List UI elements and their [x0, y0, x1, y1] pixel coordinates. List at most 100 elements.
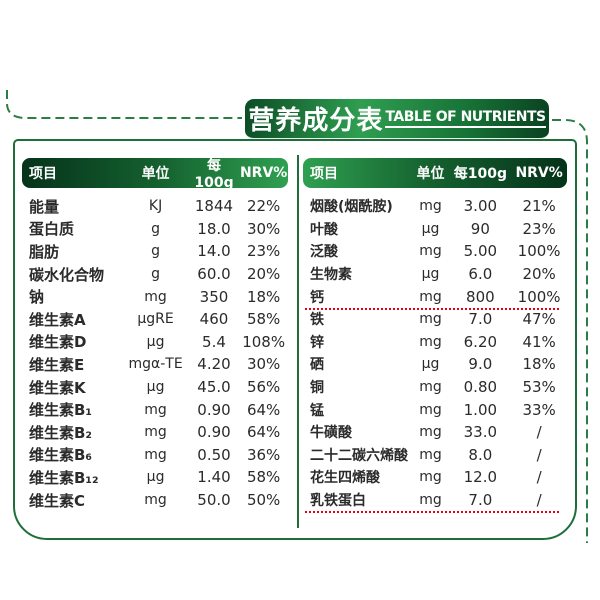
- nutrient-value: 5.4: [202, 332, 226, 351]
- nutrient-value: 45.0: [197, 378, 231, 397]
- nutrient-unit: μg: [146, 469, 165, 486]
- nutrient-nrv: 20%: [246, 265, 281, 284]
- nutrient-value: 7.0: [468, 310, 493, 329]
- nutrient-nrv: /: [536, 423, 542, 442]
- column-header-unit: 单位: [416, 166, 445, 182]
- nutrient-unit: mg: [419, 424, 442, 441]
- nutrient-row: 维生素B₆ mg 0.50 36%: [22, 444, 288, 467]
- nutrient-nrv: 100%: [517, 242, 561, 261]
- nutrient-row: 烟酸(烟酰胺) mg 3.00 21%: [303, 195, 567, 218]
- nutrient-unit: mg: [419, 243, 442, 260]
- nutrient-nrv: 33%: [522, 400, 556, 419]
- nutrient-row: 蛋白质 g 18.0 30%: [22, 218, 288, 241]
- nutrient-name: 维生素B₂: [29, 423, 93, 442]
- nutrient-row: 硒 μg 9.0 18%: [303, 353, 567, 376]
- dashed-connector-left: [6, 90, 242, 119]
- nutrient-nrv: 30%: [246, 219, 281, 238]
- nutrient-unit: mg: [419, 198, 442, 215]
- nutrient-value: 0.90: [197, 423, 231, 442]
- nutrient-name: 脂肪: [29, 242, 60, 261]
- nutrient-row: 牛磺酸 mg 33.0 /: [303, 421, 567, 444]
- nutrient-name: 钙: [310, 289, 324, 306]
- nutrient-value: 7.0: [468, 491, 493, 510]
- nutrient-unit: mg: [144, 492, 167, 509]
- nutrient-nrv: 100%: [517, 287, 561, 306]
- table-title-banner: 营养成分表 TABLE OF NUTRIENTS: [245, 99, 549, 140]
- column-header-item: 项目: [310, 166, 338, 182]
- nutrient-row: 维生素K μg 45.0 56%: [22, 376, 288, 399]
- nutrient-name: 叶酸: [310, 221, 338, 238]
- nutrient-value: 3.00: [463, 197, 498, 216]
- nutrient-name: 硒: [310, 357, 324, 374]
- nutrient-name: 二十二碳六烯酸: [310, 447, 408, 464]
- nutrient-row: 维生素B₁₂ μg 1.40 58%: [22, 466, 288, 489]
- nutrient-nrv: 30%: [246, 355, 281, 374]
- nutrient-row: 花生四烯酸 mg 12.0 /: [303, 466, 567, 489]
- nutrient-unit: mgα-TE: [128, 356, 183, 373]
- column-header-per100g: 每100g: [453, 166, 507, 182]
- column-header-unit: 单位: [141, 166, 170, 182]
- nutrient-row: 维生素C mg 50.0 50%: [22, 489, 288, 512]
- nutrient-name: 维生素B₁₂: [29, 468, 99, 487]
- nutrient-nrv: /: [536, 468, 542, 487]
- title-en: TABLE OF NUTRIENTS: [385, 109, 546, 128]
- table-rows-right: 烟酸(烟酰胺) mg 3.00 21% 叶酸 μg 90 23% 泛酸 mg 5.00 100% 生物素…: [303, 195, 567, 513]
- nutrient-nrv: 41%: [522, 332, 556, 351]
- nutrient-unit: mg: [144, 424, 167, 441]
- nutrient-value: 9.0: [468, 355, 493, 374]
- nutrition-panel: 项目 单位 每100g NRV% 能量 KJ 1844 22% 蛋白质 g 18.0 30% 脂…: [13, 139, 577, 540]
- nutrient-nrv: 47%: [522, 310, 556, 329]
- nutrient-value: 460: [199, 310, 229, 329]
- column-header-item: 项目: [29, 166, 57, 182]
- nutrient-value: 60.0: [197, 265, 231, 284]
- nutrient-nrv: 50%: [246, 491, 281, 510]
- nutrient-unit: μg: [421, 266, 440, 283]
- column-header-nrv: NRV%: [515, 165, 563, 181]
- nutrient-nrv: 58%: [246, 310, 281, 329]
- nutrient-unit: mg: [419, 446, 442, 463]
- nutrient-name: 乳铁蛋白: [310, 493, 366, 510]
- title-zh: 营养成分表: [248, 106, 384, 136]
- nutrient-name: 铁: [310, 312, 324, 329]
- nutrient-nrv: 18%: [522, 355, 556, 374]
- nutrient-unit: mg: [144, 446, 167, 463]
- nutrient-row: 维生素B₁ mg 0.90 64%: [22, 398, 288, 421]
- nutrient-unit: mg: [419, 288, 442, 305]
- nutrient-name: 烟酸(烟酰胺): [310, 199, 393, 216]
- nutrients-table-right: 项目 单位 每100g NRV% 烟酸(烟酰胺) mg 3.00 21% 叶酸 μg 90 2…: [303, 158, 567, 513]
- nutrient-name: 泛酸: [310, 244, 338, 261]
- nutrient-name: 能量: [29, 197, 60, 216]
- nutrient-value: 5.00: [463, 242, 498, 261]
- nutrient-nrv: 64%: [246, 400, 281, 419]
- nutrient-row: 碳水化合物 g 60.0 20%: [22, 263, 288, 286]
- nutrient-row: 乳铁蛋白 mg 7.0 /: [303, 489, 567, 513]
- nutrient-nrv: 64%: [246, 423, 281, 442]
- nutrient-value: 800: [466, 287, 495, 306]
- nutrient-row: 脂肪 g 14.0 23%: [22, 240, 288, 263]
- nutrient-name: 蛋白质: [29, 220, 75, 239]
- nutrient-row: 铜 mg 0.80 53%: [303, 376, 567, 399]
- nutrient-name: 维生素B₁: [29, 401, 93, 420]
- nutrient-nrv: 23%: [522, 219, 556, 238]
- nutrient-row: 二十二碳六烯酸 mg 8.0 /: [303, 444, 567, 467]
- nutrient-row: 叶酸 μg 90 23%: [303, 218, 567, 241]
- nutrient-value: 0.90: [197, 400, 231, 419]
- nutrient-name: 生物素: [310, 267, 352, 284]
- nutrient-unit: mg: [419, 311, 442, 328]
- nutrient-value: 1.40: [197, 468, 231, 487]
- nutrient-name: 维生素K: [29, 378, 86, 397]
- nutrient-nrv: 18%: [246, 287, 281, 306]
- nutrient-row: 维生素E mgα-TE 4.20 30%: [22, 353, 288, 376]
- nutrient-unit: mg: [419, 401, 442, 418]
- nutrient-value: 50.0: [197, 491, 231, 510]
- nutrient-unit: mg: [419, 492, 442, 509]
- nutrient-value: 0.80: [463, 378, 498, 397]
- column-header-per100g: 每100g: [194, 158, 234, 191]
- nutrient-nrv: /: [536, 445, 542, 464]
- nutrient-name: 钠: [29, 288, 45, 307]
- nutrients-table-left: 项目 单位 每100g NRV% 能量 KJ 1844 22% 蛋白质 g 18.0 30% 脂…: [22, 158, 288, 511]
- nutrient-row: 能量 KJ 1844 22%: [22, 195, 288, 218]
- nutrient-row: 钙 mg 800 100%: [303, 285, 567, 310]
- nutrient-unit: mg: [144, 288, 167, 305]
- nutrient-value: 33.0: [463, 423, 498, 442]
